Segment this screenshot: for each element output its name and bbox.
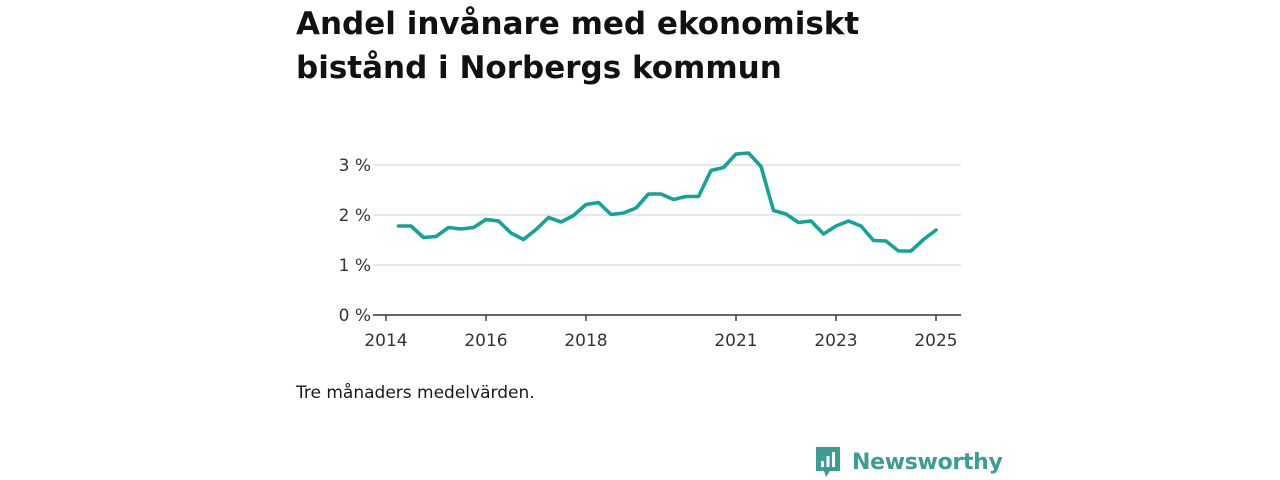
data-point (559, 220, 562, 223)
data-point (772, 209, 775, 212)
newsworthy-logo-icon (816, 447, 840, 477)
chart-note: Tre månaders medelvärden. (296, 383, 535, 403)
data-point (784, 212, 787, 215)
data-point (397, 224, 400, 227)
data-point (534, 228, 537, 231)
series-line (396, 151, 938, 253)
data-point (834, 224, 837, 227)
data-point (572, 214, 575, 217)
axes: 0 % 1 % 2 % 3 % 2014 2016 2018 2021 2023 2025 (339, 156, 961, 351)
data-point (909, 249, 912, 252)
data-point (584, 203, 587, 206)
data-point (472, 226, 475, 229)
data-point (884, 239, 887, 242)
data-point (822, 232, 825, 235)
data-point (447, 226, 450, 229)
data-point (709, 169, 712, 172)
data-point (609, 213, 612, 216)
x-tick-label: 2023 (814, 331, 857, 351)
data-point (759, 165, 762, 168)
brand-logo: Newsworthy (814, 445, 1003, 479)
data-point (459, 227, 462, 230)
data-point (922, 238, 925, 241)
data-point (422, 236, 425, 239)
y-tick-label: 1 % (339, 256, 371, 276)
data-point (434, 235, 437, 238)
x-tick-label: 2021 (714, 331, 757, 351)
chart-title: Andel invånare med ekonomiskt bistånd i … (296, 6, 860, 86)
x-tick-label: 2018 (564, 331, 607, 351)
data-point (672, 198, 675, 201)
y-tick-label: 2 % (339, 206, 371, 226)
data-point (622, 211, 625, 214)
data-point (497, 219, 500, 222)
data-point (409, 224, 412, 227)
data-point (647, 192, 650, 195)
data-point (722, 166, 725, 169)
data-point (547, 216, 550, 219)
data-point (734, 152, 737, 155)
data-point (747, 151, 750, 154)
series-layer (396, 151, 938, 253)
y-tick-label: 0 % (339, 306, 371, 326)
data-point (872, 239, 875, 242)
data-point (847, 219, 850, 222)
data-point (797, 221, 800, 224)
data-point (859, 224, 862, 227)
data-point (684, 195, 687, 198)
data-point (809, 219, 812, 222)
data-point (634, 206, 637, 209)
x-tick-label: 2016 (464, 331, 507, 351)
data-point (597, 201, 600, 204)
data-point (659, 192, 662, 195)
brand-name: Newsworthy (852, 449, 1003, 475)
x-tick-label: 2025 (914, 331, 957, 351)
data-point (509, 231, 512, 234)
data-point (522, 238, 525, 241)
y-tick-label: 3 % (339, 156, 371, 176)
data-point (484, 218, 487, 221)
grid-lines (373, 164, 961, 266)
x-tick-label: 2014 (364, 331, 407, 351)
data-point (934, 228, 937, 231)
data-point (697, 195, 700, 198)
data-point (897, 249, 900, 252)
